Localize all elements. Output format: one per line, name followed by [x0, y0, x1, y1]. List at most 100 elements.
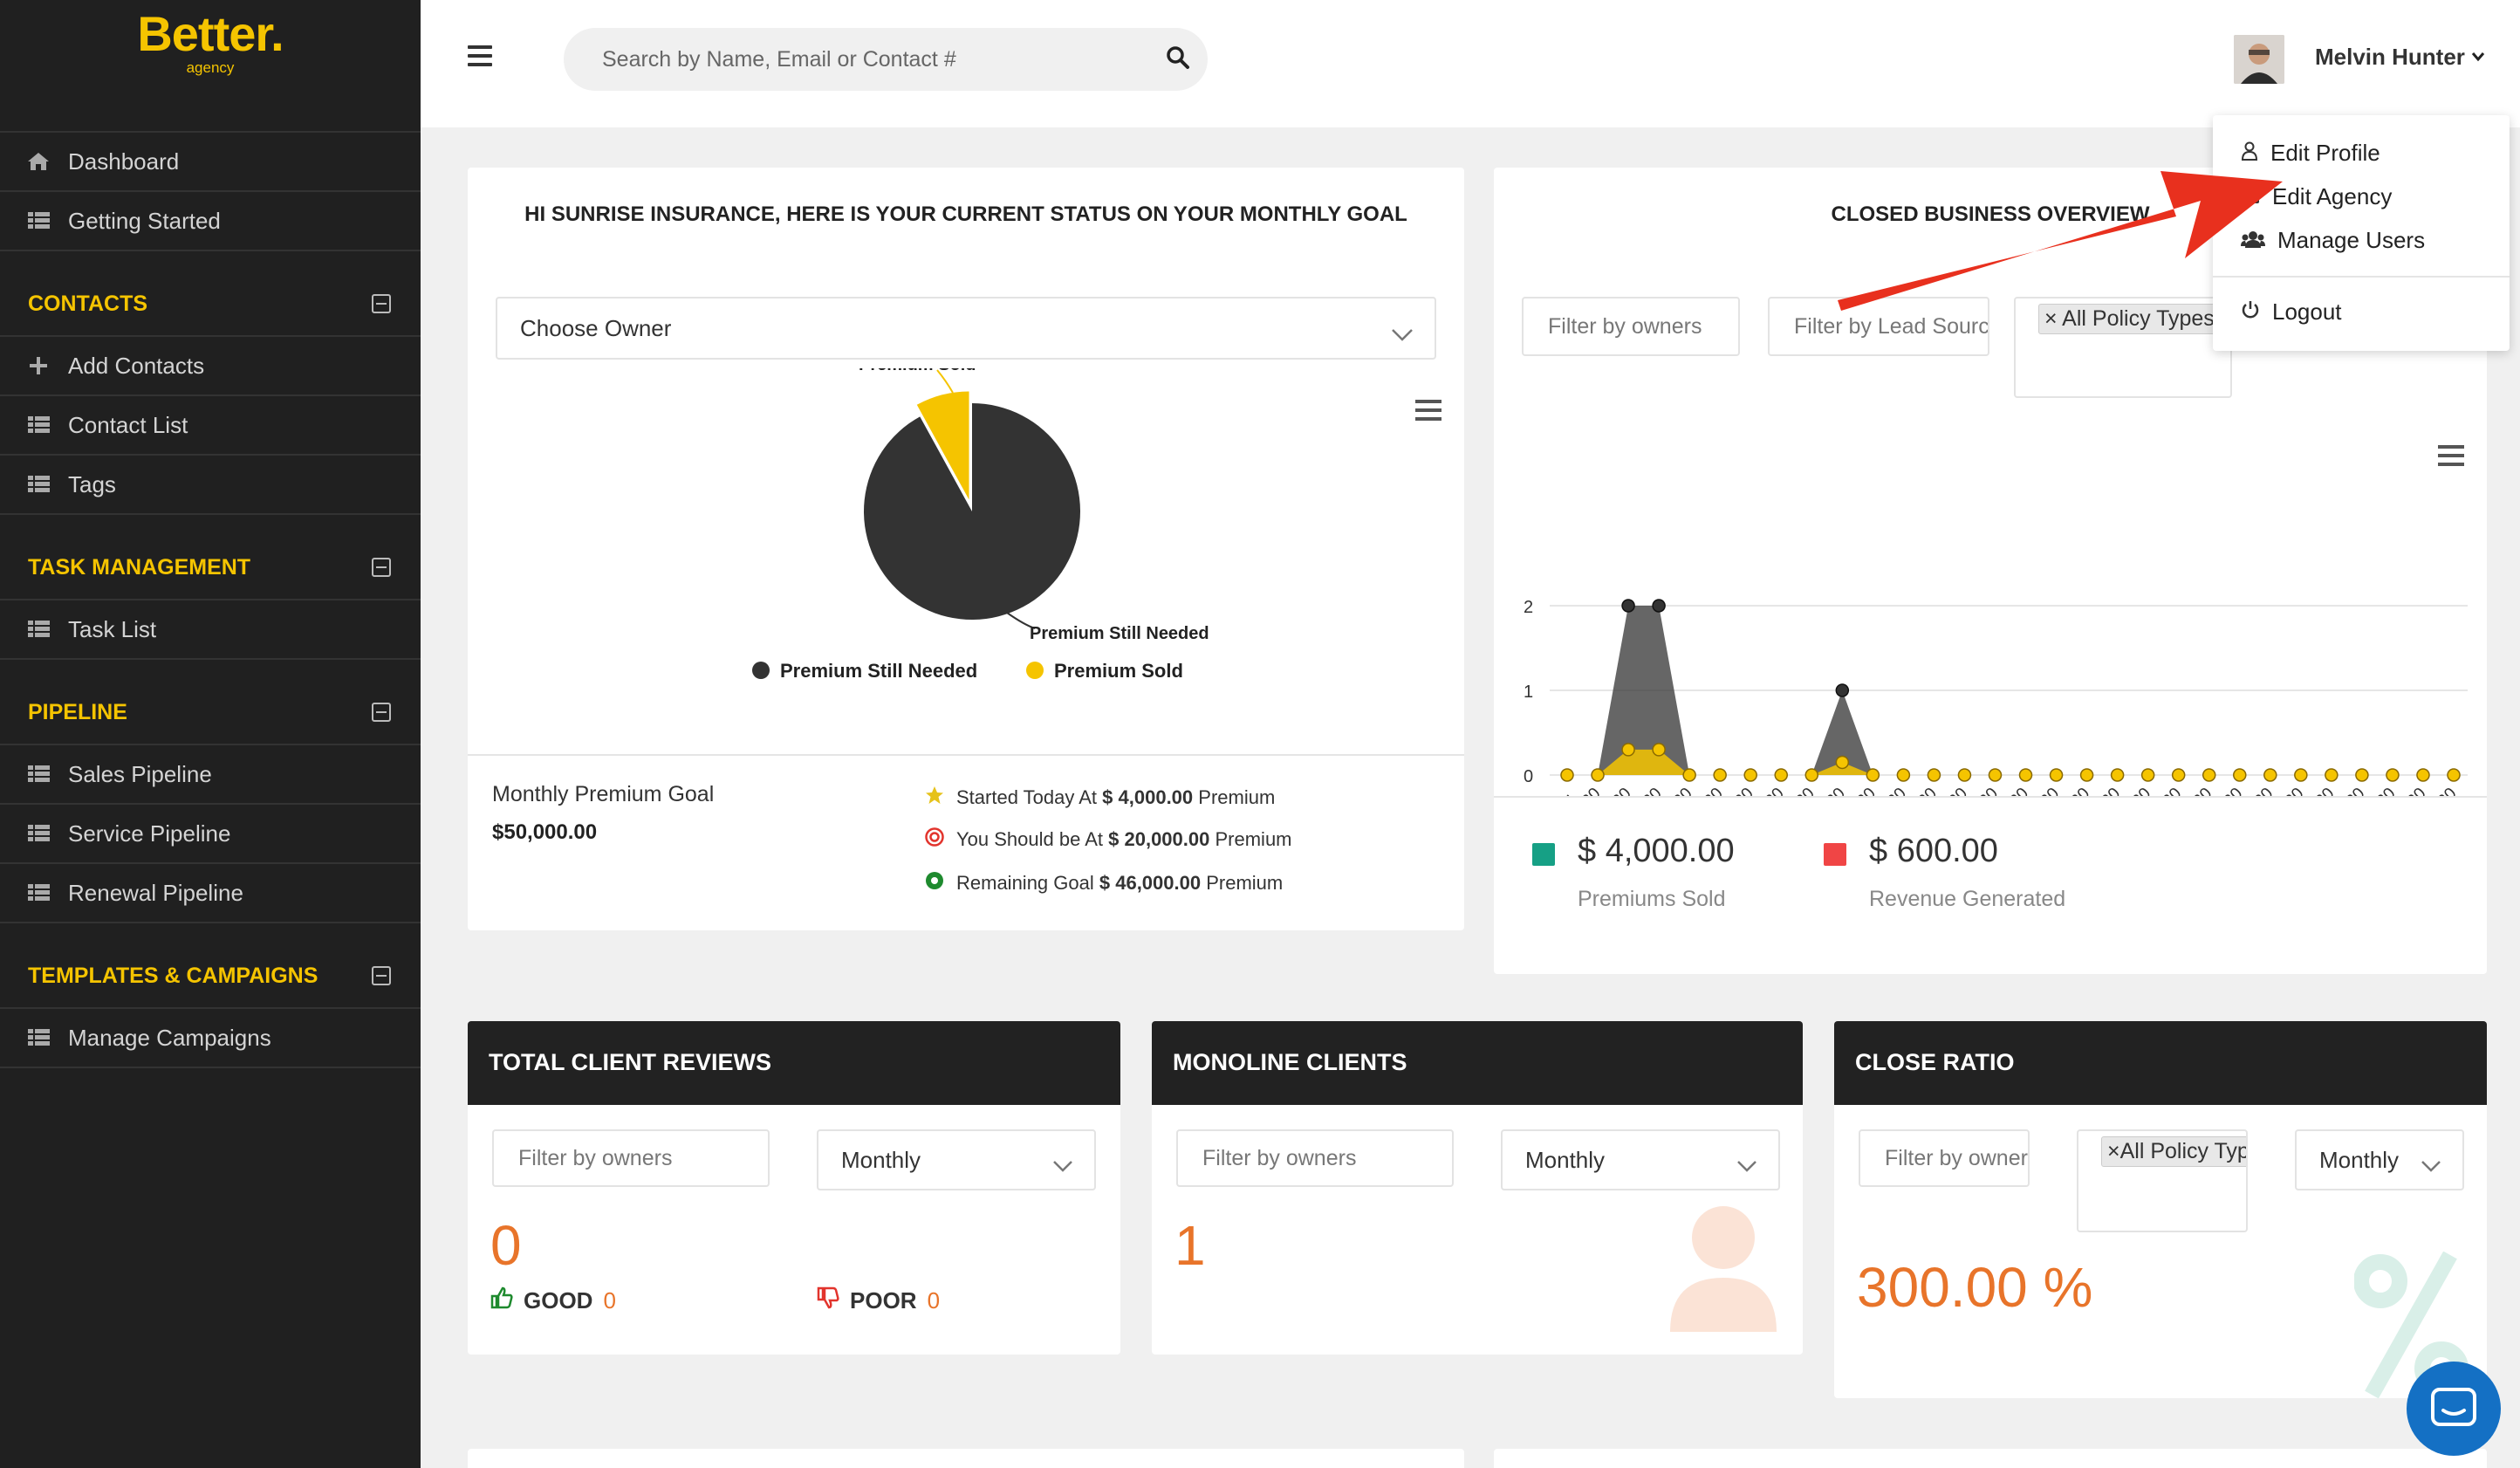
legend-label-premium-sold: Premium Sold: [1054, 660, 1183, 682]
close-ratio-value: 300.00 %: [1857, 1256, 2093, 1319]
menu-item-edit-profile[interactable]: Edit Profile: [2241, 140, 2380, 167]
chat-launcher-button[interactable]: [2407, 1362, 2501, 1456]
plus-icon: [26, 356, 51, 375]
briefcase-icon: [2241, 183, 2260, 210]
user-menu-dropdown: Edit Profile Edit Agency Manage Users Lo…: [2213, 115, 2510, 351]
sidebar-item-manage-campaigns[interactable]: Manage Campaigns: [0, 1009, 421, 1068]
goal-stat-remaining: Remaining Goal $ 46,000.00 Premium: [925, 871, 1283, 895]
sidebar-section-tasks[interactable]: TASK MANAGEMENT: [0, 536, 421, 600]
data-point-premiums-sold: [1621, 599, 1635, 613]
policy-type-tag[interactable]: ×All Policy Types: [2101, 1136, 2246, 1167]
sidebar-item-label: Contact List: [68, 411, 188, 438]
data-point-revenue-generated: [1560, 768, 1574, 782]
remove-tag-icon[interactable]: ×: [2044, 306, 2063, 331]
user-name[interactable]: Melvin Hunter: [2315, 44, 2465, 70]
data-point-revenue-generated: [1866, 768, 1880, 782]
brand-name: Better.: [137, 6, 284, 61]
data-point-premiums-sold: [1835, 683, 1850, 697]
sidebar-item-label: Service Pipeline: [68, 820, 231, 847]
search-input[interactable]: [564, 28, 1208, 91]
remove-tag-icon[interactable]: ×: [2107, 1139, 2120, 1163]
brand-logo[interactable]: Better. agency: [0, 0, 421, 131]
premium-pie-chart: Premium Sold Premium Still Needed Premium …: [752, 368, 1209, 682]
filter-owners-input[interactable]: Filter by owners: [1176, 1129, 1454, 1187]
sidebar-item-label: Manage Campaigns: [68, 1024, 271, 1051]
filter-owners-input[interactable]: Filter by owners: [1859, 1129, 2030, 1187]
sidebar-item-task-list[interactable]: Task List: [0, 600, 421, 660]
data-point-revenue-generated: [1621, 743, 1635, 757]
period-select[interactable]: Monthly: [1501, 1129, 1780, 1190]
chart-menu-icon[interactable]: [1415, 400, 1441, 421]
data-point-revenue-generated: [1774, 768, 1788, 782]
legend-label-still-needed: Premium Still Needed: [780, 660, 977, 682]
sidebar-section-templates[interactable]: TEMPLATES & CAMPAIGNS: [0, 944, 421, 1009]
sidebar-item-dashboard[interactable]: Dashboard: [0, 133, 421, 192]
users-icon: [2241, 227, 2265, 254]
menu-item-logout[interactable]: Logout: [2241, 298, 2342, 326]
policy-type-tag[interactable]: × All Policy Types: [2038, 304, 2230, 334]
good-reviews: GOOD 0: [490, 1286, 616, 1315]
stat-value: $ 20,000.00: [1108, 827, 1210, 850]
chevron-down-icon[interactable]: [2471, 51, 2485, 66]
y-tick-label: 2: [1524, 598, 1533, 617]
stat-prefix: Remaining Goal: [956, 871, 1094, 894]
menu-item-manage-users[interactable]: Manage Users: [2241, 227, 2425, 254]
stat-value: $ 46,000.00: [1099, 871, 1202, 894]
collapse-icon[interactable]: [372, 294, 391, 313]
pie-label-still-needed: Premium Still Needed: [1030, 624, 1209, 643]
data-point-revenue-generated: [2355, 768, 2369, 782]
data-point-revenue-generated: [2018, 768, 2033, 782]
sidebar-item-service-pipeline[interactable]: Service Pipeline: [0, 805, 421, 864]
menu-item-label: Edit Profile: [2270, 140, 2380, 166]
sidebar-item-add-contacts[interactable]: Add Contacts: [0, 337, 421, 396]
search-icon[interactable]: [1166, 45, 1190, 74]
sidebar-item-contact-list[interactable]: Contact List: [0, 396, 421, 456]
filter-owners-input[interactable]: Filter by owners: [492, 1129, 770, 1187]
chevron-down-icon: [1052, 1153, 1073, 1180]
menu-item-edit-agency[interactable]: Edit Agency: [2241, 183, 2392, 210]
stat-suffix: Premium: [1206, 871, 1284, 894]
sidebar-section-pipeline[interactable]: PIPELINE: [0, 681, 421, 745]
target-icon: [925, 827, 944, 851]
policy-type-select[interactable]: ×All Policy Types: [2077, 1129, 2248, 1232]
filter-lead-source-input[interactable]: Filter by Lead Source: [1768, 297, 1989, 356]
data-point-revenue-generated: [1713, 768, 1727, 782]
chart-menu-icon[interactable]: [2438, 445, 2464, 466]
chat-icon: [2431, 1388, 2476, 1434]
data-point-revenue-generated: [1896, 768, 1911, 782]
sidebar-item-renewal-pipeline[interactable]: Renewal Pipeline: [0, 864, 421, 923]
data-point-revenue-generated: [2386, 768, 2400, 782]
list-icon: [26, 621, 51, 638]
avatar[interactable]: [2234, 35, 2284, 84]
collapse-icon[interactable]: [372, 966, 391, 985]
owner-select[interactable]: Choose Owner: [496, 297, 1436, 360]
period-select[interactable]: Monthly: [817, 1129, 1096, 1190]
data-point-revenue-generated: [1743, 768, 1757, 782]
brand-sub: agency: [186, 59, 235, 76]
period-value: Monthly: [2319, 1146, 2400, 1173]
menu-toggle-icon[interactable]: [468, 45, 492, 66]
sidebar-item-sales-pipeline[interactable]: Sales Pipeline: [0, 745, 421, 805]
list-icon: [26, 476, 51, 493]
star-icon: [925, 785, 944, 809]
sidebar-section-contacts[interactable]: CONTACTS: [0, 272, 421, 337]
closed-business-chart: 01206-01-…06-02-202006-03-202006-04-2020…: [1515, 598, 2468, 796]
sidebar-item-label: Task List: [68, 615, 157, 642]
reviews-total: 0: [490, 1214, 522, 1277]
data-point-premiums-sold: [1652, 599, 1666, 613]
policy-type-select[interactable]: × All Policy Types: [2014, 297, 2232, 398]
collapse-icon[interactable]: [372, 703, 391, 722]
data-point-revenue-generated: [2325, 768, 2339, 782]
sidebar-item-getting-started[interactable]: Getting Started: [0, 192, 421, 251]
data-point-revenue-generated: [1957, 768, 1972, 782]
collapse-icon[interactable]: [372, 558, 391, 577]
sidebar-item-tags[interactable]: Tags: [0, 456, 421, 515]
period-select[interactable]: Monthly: [2295, 1129, 2464, 1190]
legend-marker-still-needed: [752, 662, 770, 679]
stat-value: $ 4,000.00: [1102, 785, 1194, 808]
filter-owners-input[interactable]: Filter by owners: [1522, 297, 1740, 356]
legend-marker-premium-sold: [1026, 662, 1044, 679]
card-title: HI SUNRISE INSURANCE, HERE IS YOUR CURRE…: [524, 202, 1407, 226]
menu-item-label: Manage Users: [2277, 227, 2426, 253]
sidebar-item-label: Dashboard: [68, 147, 180, 175]
